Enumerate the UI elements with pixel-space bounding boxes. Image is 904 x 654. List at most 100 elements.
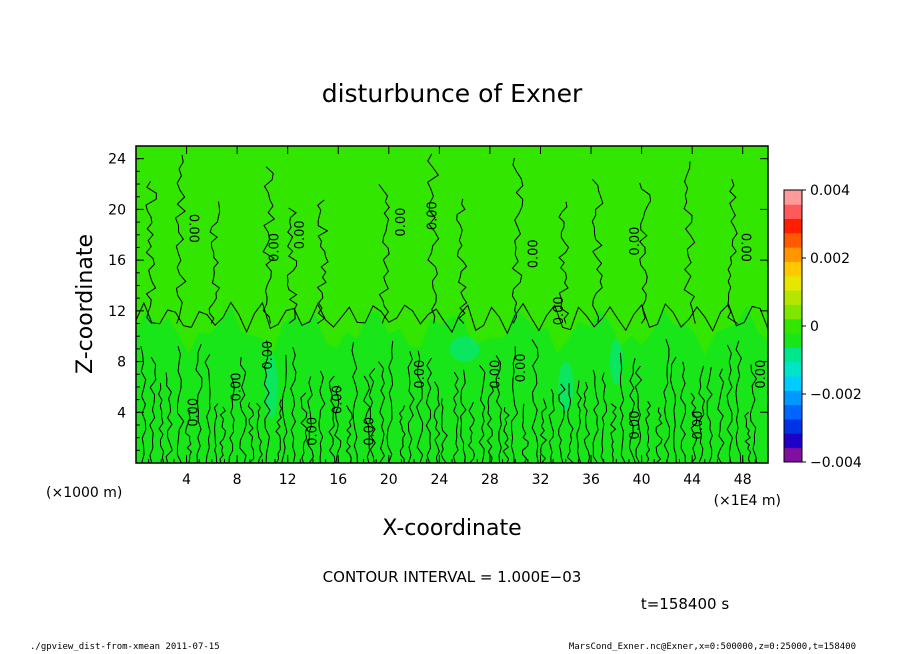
contour-line [478, 364, 486, 464]
contour-label: 0.00 [394, 208, 409, 237]
contour-line [452, 371, 459, 464]
contour-line [145, 181, 158, 324]
contour-line [377, 361, 386, 464]
colorbar-swatch [784, 190, 802, 205]
x-tick-label: 36 [582, 472, 600, 488]
contour-line [262, 166, 276, 324]
colorbar-swatch [784, 318, 802, 334]
contour-line [717, 368, 725, 464]
heatmap-field [136, 146, 768, 463]
x-tick-label: 40 [633, 472, 651, 488]
x-axis-label: X-coordinate [382, 516, 521, 541]
field-patch [264, 355, 278, 419]
colorbar-swatch [784, 247, 802, 262]
contour-line [502, 407, 510, 464]
contour-line [744, 411, 752, 464]
contour-line [135, 301, 769, 335]
contour-line [576, 380, 582, 464]
contour-line [600, 372, 608, 464]
contour-line [591, 178, 604, 324]
contour-label: 0.00 [691, 411, 706, 440]
contour-line [256, 402, 263, 464]
contour-line [638, 182, 652, 324]
contour-label: 0.00 [426, 201, 441, 230]
contour-line [655, 407, 663, 464]
y-tick-label: 20 [108, 202, 126, 218]
contour-label: 0.00 [268, 233, 283, 262]
contour-label: 0.00 [754, 360, 769, 389]
contour-line [467, 401, 475, 464]
colorbar-ticks: 0.004 0.002 0 −0.002 −0.004 [802, 183, 862, 471]
contour-label: 0.00 [230, 372, 245, 401]
contour-line [425, 357, 432, 464]
contour-line [566, 383, 574, 464]
footer-source: MarsCond_Exner.nc@Exner,x=0:500000,z=0:2… [568, 642, 856, 652]
contour-line [334, 385, 342, 464]
contour-line [416, 350, 424, 464]
contour-line [698, 365, 705, 464]
field-patch [610, 338, 623, 385]
colorbar-swatch [784, 261, 802, 277]
contour-label: 0.00 [261, 341, 276, 370]
colorbar-swatch [784, 275, 802, 291]
contour-line [440, 398, 448, 464]
x-tick-label: 32 [532, 472, 550, 488]
contour-line [398, 405, 406, 463]
contour-line [328, 375, 336, 464]
contour-label: 0.00 [187, 398, 202, 427]
contour-line [208, 201, 221, 324]
contour-line [184, 409, 192, 464]
colorbar [783, 189, 803, 463]
contour-line [213, 403, 219, 464]
contour-line [510, 346, 519, 464]
contour-line [165, 372, 173, 464]
y-axis-label: Z-coordinate [73, 234, 98, 374]
contour-line [140, 346, 147, 464]
y-tick-label: 4 [117, 405, 126, 421]
contour-line [749, 364, 758, 464]
contour-line [531, 339, 539, 464]
contour-line [680, 361, 687, 464]
contour-line [583, 381, 591, 464]
contour-label: 0.00 [514, 353, 529, 382]
x-tick-label: 20 [380, 472, 398, 488]
colorbar-swatch [784, 404, 802, 420]
contour-line [433, 381, 441, 464]
y-tick-label: 8 [117, 355, 126, 371]
contour-labels: 0.00 0.00 0.00 0.00 0.00 0.00 0.00 0.00 0.00 0.00… [185, 201, 769, 446]
contour-label: 0.00 [306, 417, 321, 446]
contour-line [307, 376, 314, 464]
y-tick-label: 16 [108, 253, 126, 269]
contour-line [281, 354, 288, 464]
contour-line [735, 340, 742, 464]
contour-line [628, 358, 636, 464]
contour-label: 0.00 [628, 411, 643, 440]
colorbar-swatch [784, 447, 802, 463]
contour-line [286, 207, 298, 324]
contour-label: 0.00 [738, 233, 753, 262]
x-tick-label: 28 [481, 472, 499, 488]
contour-line [539, 398, 547, 464]
contour-line [690, 392, 698, 464]
contour-line [158, 382, 165, 464]
contour-line [558, 383, 566, 464]
contour-line [426, 153, 440, 324]
colorbar-tick-label: 0.002 [810, 251, 850, 267]
contour-line [300, 392, 308, 464]
contour-line [645, 401, 652, 464]
contour-line [275, 399, 283, 464]
footer-command: ./gpview_dist-from-xmean 2011-07-15 [30, 642, 220, 652]
contour-line [706, 367, 713, 464]
x-tick-label: 44 [683, 472, 701, 488]
x-tick-label: 12 [279, 472, 297, 488]
contour-line [486, 385, 495, 464]
contour-line [634, 365, 643, 464]
x-tick-label: 48 [734, 472, 752, 488]
contour-line [363, 375, 371, 464]
contour-line [204, 354, 211, 464]
time-label: t=158400 s [641, 595, 729, 613]
colorbar-tick-label: −0.004 [810, 455, 862, 471]
contour-line [592, 369, 600, 464]
contour-interval-text: CONTOUR INTERVAL = 1.000E−03 [323, 568, 582, 586]
contour-line [619, 352, 626, 464]
